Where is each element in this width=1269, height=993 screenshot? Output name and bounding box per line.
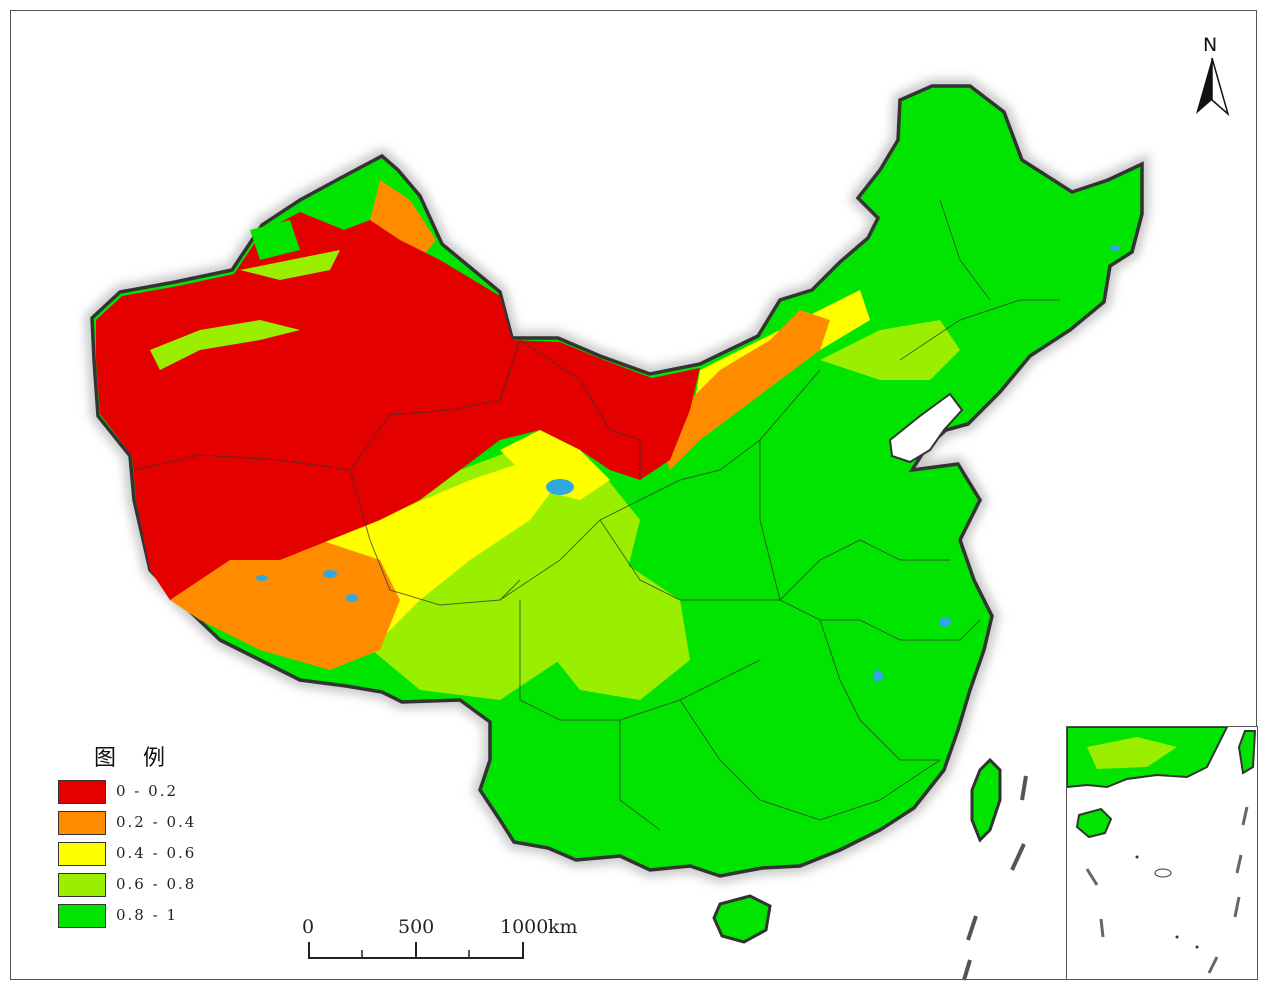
scale-tick-label: 1000 xyxy=(500,916,549,938)
inset-dashes xyxy=(1085,806,1249,974)
lake-2 xyxy=(323,570,337,578)
north-arrow-icon xyxy=(1196,57,1230,117)
legend-swatch xyxy=(58,904,106,928)
lake-6 xyxy=(1110,245,1120,251)
nine-dash-line xyxy=(962,775,1028,981)
north-label: N xyxy=(1203,34,1218,56)
bohai-sea xyxy=(888,392,964,464)
zone-0.2-0.4 xyxy=(160,540,400,670)
legend-label: 0.2 - 0.4 xyxy=(116,813,197,831)
inset-island xyxy=(1195,945,1199,949)
map-frame xyxy=(10,10,1257,980)
inset-map xyxy=(1067,727,1257,974)
legend-label: 0 - 0.2 xyxy=(116,782,179,800)
qilian-yellow xyxy=(500,430,610,500)
legend-swatch xyxy=(58,811,106,835)
scale-unit: km xyxy=(548,916,578,938)
zone-0-0.2 xyxy=(96,212,700,600)
inset-island xyxy=(1175,935,1179,939)
legend-label: 0.6 - 0.8 xyxy=(116,875,197,893)
scale-tick-label: 0 xyxy=(302,916,315,938)
lake-4 xyxy=(939,617,951,627)
scale-bar-line xyxy=(308,942,524,959)
legend-title: 图 例 xyxy=(94,746,175,771)
lake-1 xyxy=(346,594,358,602)
hainan-island xyxy=(712,894,772,944)
inset-hainan xyxy=(1075,807,1113,839)
zone-0.6-0.8-north xyxy=(820,320,960,380)
province-boundaries xyxy=(133,199,1060,831)
legend-swatch xyxy=(58,873,106,897)
tianshan-green-3 xyxy=(250,220,300,260)
tianshan-green-2 xyxy=(240,250,340,280)
lake-5 xyxy=(873,670,883,682)
tianshan-green-1 xyxy=(150,320,300,370)
inset-zone xyxy=(1087,737,1177,769)
qinghai-lake xyxy=(546,479,574,495)
lake-3 xyxy=(256,575,268,581)
inset-island xyxy=(1135,855,1139,859)
zone-0.2-0.4-inner-mongolia xyxy=(660,310,830,470)
legend-label: 0.4 - 0.6 xyxy=(116,844,197,862)
scale-bar: 0 500 1000 km xyxy=(300,916,600,966)
legend-swatch xyxy=(58,842,106,866)
legend-label: 0.8 - 1 xyxy=(116,906,179,924)
north-arrow: N xyxy=(1192,34,1232,124)
inset-island xyxy=(1154,868,1172,878)
taiwan-island xyxy=(970,757,1002,843)
south-china-sea-inset xyxy=(1066,726,1258,980)
inset-taiwan xyxy=(1237,730,1257,775)
legend-swatch xyxy=(58,780,106,804)
zone-0.6-0.8-south xyxy=(540,560,690,700)
scale-tick-label: 500 xyxy=(398,916,435,938)
